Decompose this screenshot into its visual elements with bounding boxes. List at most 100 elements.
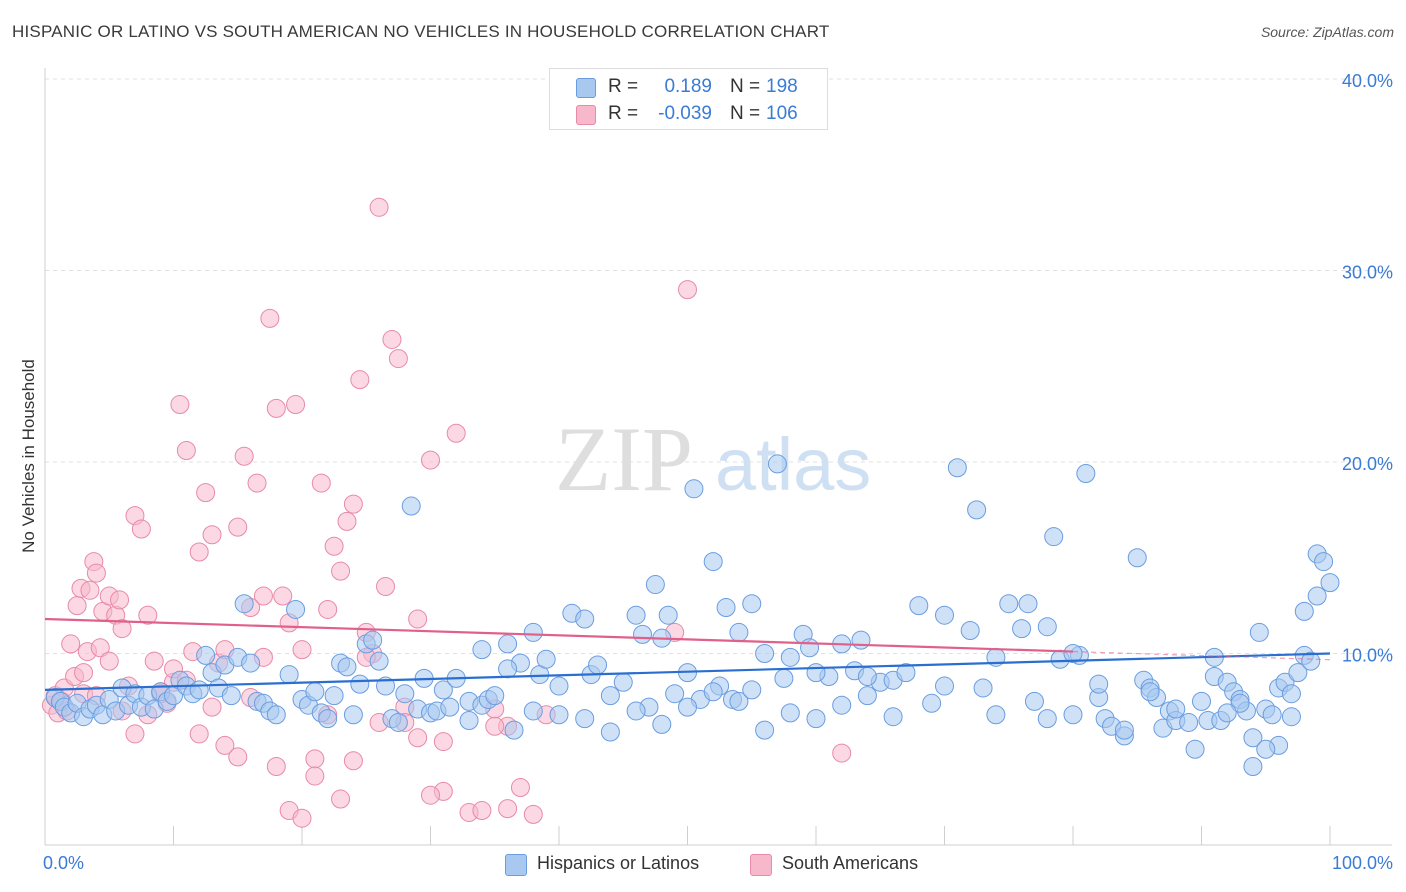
south-americans-point	[376, 576, 396, 596]
south-americans-point	[498, 799, 518, 819]
south-americans-point	[125, 724, 145, 744]
south-americans-point	[408, 728, 428, 748]
hispanics-point	[645, 575, 665, 595]
hispanics-point	[1281, 684, 1301, 704]
hispanics-point	[1320, 573, 1340, 593]
south-americans-point	[196, 483, 216, 503]
x-tick-label: 100.0%	[1332, 853, 1393, 873]
south-americans-point	[110, 590, 130, 610]
hispanics-point	[755, 720, 775, 740]
hispanics-point	[922, 693, 942, 713]
south-americans-point	[286, 395, 306, 415]
chart-title: HISPANIC OR LATINO VS SOUTH AMERICAN NO …	[12, 22, 830, 41]
hispanics-point	[279, 665, 299, 685]
hispanics-point	[1301, 651, 1321, 671]
hispanics-point	[986, 705, 1006, 725]
chart-source: Source: ZipAtlas.com	[1260, 24, 1394, 40]
legend-label-south-americans: South Americans	[782, 853, 919, 873]
legend-row-south-americans: R = -0.039 N = 106	[550, 101, 827, 127]
hispanics-point	[549, 705, 569, 725]
south-americans-point	[433, 732, 453, 752]
south-americans-trend-line	[44, 617, 1074, 653]
hispanics-point	[851, 630, 871, 650]
hispanics-point	[767, 454, 787, 474]
hispanics-point	[1063, 705, 1083, 725]
south-americans-point	[86, 563, 106, 583]
south-americans-point	[189, 542, 209, 562]
y-tick-label: 20.0%	[1342, 454, 1393, 474]
hispanics-point	[485, 686, 505, 706]
legend-swatch-blue	[505, 854, 527, 876]
south-americans-point	[61, 634, 81, 654]
south-americans-point	[331, 561, 351, 581]
hispanics-point	[1217, 703, 1237, 723]
south-americans-point	[80, 580, 100, 600]
hispanics-point	[633, 624, 653, 644]
south-americans-point	[408, 609, 428, 629]
hispanics-point	[626, 605, 646, 625]
hispanics-point	[800, 638, 820, 658]
south-americans-point	[369, 197, 389, 217]
hispanics-point	[1307, 586, 1327, 606]
south-americans-point	[234, 446, 254, 466]
hispanics-point	[729, 622, 749, 642]
south-americans-point	[446, 423, 466, 443]
hispanics-point	[857, 666, 877, 686]
south-americans-point	[144, 651, 164, 671]
hispanics-point	[600, 686, 620, 706]
hispanics-point	[221, 686, 241, 706]
south-americans-point	[343, 751, 363, 771]
hispanics-point	[1024, 691, 1044, 711]
hispanics-point	[395, 684, 415, 704]
legend-r-value: -0.039	[658, 103, 712, 124]
watermark-atlas: atlas	[715, 423, 871, 506]
hispanics-point	[935, 605, 954, 625]
hispanics-point	[1089, 674, 1109, 694]
hispanics-point	[588, 655, 608, 675]
hispanics-point	[318, 709, 338, 729]
hispanics-point	[684, 479, 704, 499]
south-americans-point	[266, 398, 286, 418]
legend-swatch-pink	[750, 854, 772, 876]
hispanics-point	[1192, 691, 1211, 711]
hispanics-point	[1243, 728, 1263, 748]
legend-swatch-pink	[576, 105, 596, 125]
legend-swatch-blue	[576, 78, 596, 98]
hispanics-point	[780, 703, 800, 723]
hispanics-point	[613, 672, 633, 692]
hispanics-point	[337, 657, 357, 677]
watermark: ZIP atlas	[555, 408, 871, 510]
y-tick-label: 30.0%	[1342, 263, 1393, 283]
x-tick-label: 0.0%	[43, 853, 84, 873]
y-tick-label: 10.0%	[1342, 646, 1393, 666]
south-americans-point	[343, 494, 363, 514]
hispanics-point	[1256, 739, 1276, 759]
hispanics-point	[1114, 720, 1134, 740]
hispanics-point	[1314, 552, 1334, 572]
hispanics-point	[266, 705, 286, 725]
legend-label-hispanics: Hispanics or Latinos	[537, 853, 700, 873]
hispanics-point	[523, 622, 543, 642]
south-americans-point	[112, 619, 132, 639]
hispanics-point	[832, 695, 852, 715]
y-tick-label: 40.0%	[1342, 71, 1393, 91]
hispanics-point	[1018, 594, 1038, 614]
south-americans-point	[170, 395, 190, 415]
hispanics-point	[305, 682, 325, 702]
hispanics-point	[999, 594, 1019, 614]
south-americans-points	[41, 197, 852, 828]
hispanics-point	[755, 644, 775, 663]
south-americans-point	[485, 716, 505, 736]
hispanics-point	[498, 659, 518, 679]
south-americans-point	[292, 808, 312, 828]
trend-lines	[44, 617, 1331, 691]
south-americans-point	[90, 638, 110, 658]
hispanics-point	[1288, 663, 1308, 683]
series-legend: Hispanics or Latinos South Americans	[0, 852, 1406, 878]
hispanics-point	[678, 697, 697, 717]
hispanics-point	[1076, 463, 1096, 483]
south-americans-point	[99, 651, 119, 671]
hispanics-point	[189, 680, 209, 700]
hispanics-point	[241, 653, 261, 673]
